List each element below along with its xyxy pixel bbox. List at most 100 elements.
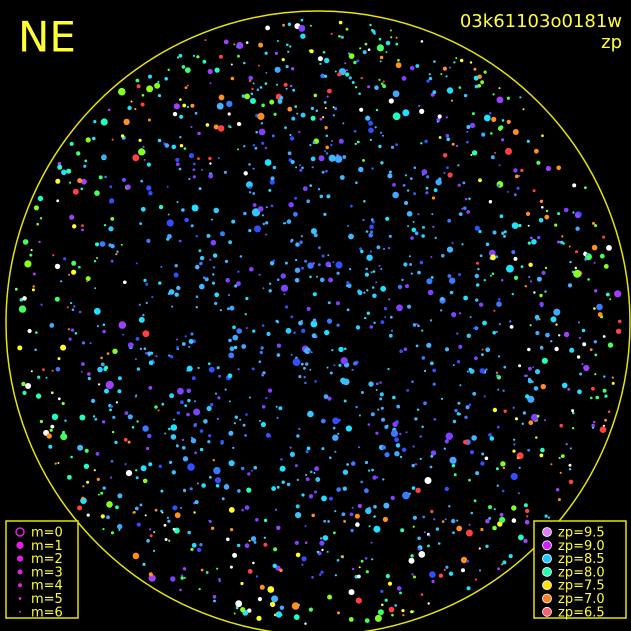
star <box>447 172 453 178</box>
star <box>256 615 262 621</box>
star <box>450 99 454 102</box>
star <box>438 136 442 139</box>
star <box>340 357 348 365</box>
star <box>476 261 479 265</box>
star <box>237 368 240 371</box>
star <box>85 137 91 143</box>
star <box>125 184 131 190</box>
star <box>480 527 484 532</box>
star <box>456 332 459 335</box>
star <box>263 542 268 547</box>
star <box>518 364 522 368</box>
star <box>68 337 72 341</box>
star <box>94 190 100 196</box>
star <box>321 495 327 502</box>
star <box>559 241 562 244</box>
star <box>441 253 445 258</box>
star <box>67 328 70 331</box>
star <box>363 291 366 294</box>
star <box>427 602 430 605</box>
star <box>563 331 570 338</box>
star <box>124 411 129 415</box>
star <box>100 514 105 519</box>
star <box>42 368 45 372</box>
star <box>296 478 299 482</box>
star <box>168 354 171 357</box>
star <box>301 266 304 270</box>
star <box>358 446 360 449</box>
star <box>81 224 84 228</box>
legend-marker <box>18 583 22 588</box>
star <box>416 323 419 325</box>
star <box>497 184 501 187</box>
star <box>262 222 265 226</box>
star <box>143 347 147 351</box>
star <box>415 487 421 493</box>
star <box>155 355 158 358</box>
star <box>95 242 99 247</box>
star <box>167 213 170 216</box>
star <box>294 540 299 546</box>
star <box>273 112 277 116</box>
star <box>154 405 158 409</box>
star <box>104 175 107 179</box>
star <box>228 507 235 513</box>
star <box>426 175 430 179</box>
star <box>178 167 182 171</box>
star <box>380 267 383 271</box>
star <box>208 173 214 179</box>
star <box>369 325 374 329</box>
star <box>138 148 146 156</box>
star <box>574 266 577 270</box>
star <box>178 239 182 243</box>
star <box>236 328 242 334</box>
star <box>412 525 415 528</box>
star <box>468 403 472 407</box>
star <box>402 109 410 117</box>
star <box>568 463 572 467</box>
star <box>265 71 268 74</box>
star <box>117 523 123 530</box>
star <box>255 130 258 134</box>
star <box>324 57 330 64</box>
star <box>259 584 265 590</box>
star <box>102 323 106 327</box>
star <box>319 117 323 121</box>
star <box>130 100 133 103</box>
star <box>211 281 216 285</box>
star <box>376 245 381 250</box>
star <box>345 69 348 72</box>
star <box>166 219 174 227</box>
star <box>146 162 151 167</box>
star <box>332 114 335 117</box>
star <box>544 214 550 220</box>
star <box>192 168 196 171</box>
star <box>164 143 170 148</box>
star <box>356 140 360 144</box>
star <box>289 136 295 141</box>
star <box>299 240 303 244</box>
star <box>257 597 262 602</box>
star <box>403 262 408 267</box>
legend-label: m=1 <box>31 539 63 554</box>
star <box>492 407 498 413</box>
star <box>354 142 357 146</box>
star <box>290 160 295 164</box>
star <box>403 347 408 352</box>
star <box>145 352 148 355</box>
star <box>518 534 524 541</box>
star <box>228 338 232 343</box>
star <box>311 333 317 339</box>
star <box>509 325 514 329</box>
star <box>525 394 530 399</box>
star <box>188 345 191 349</box>
star <box>24 260 32 268</box>
star <box>69 141 74 146</box>
star <box>307 410 314 418</box>
magnitude-legend-box <box>5 520 79 619</box>
star <box>57 164 63 170</box>
star <box>582 342 587 347</box>
star <box>311 513 316 518</box>
star <box>279 96 284 100</box>
star <box>276 40 279 42</box>
